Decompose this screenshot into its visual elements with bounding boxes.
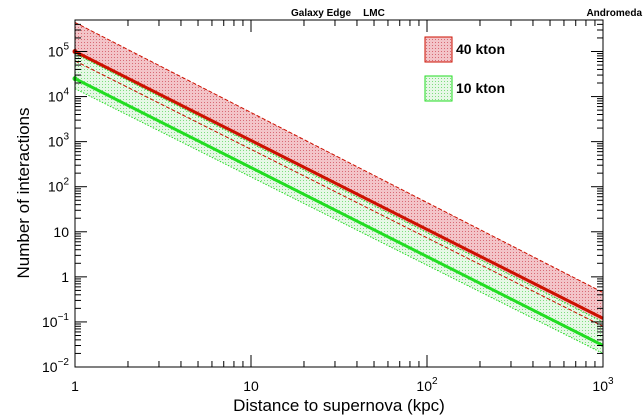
legend-label: 40 kton: [456, 41, 505, 57]
top-annotation-label: Andromeda: [586, 8, 642, 19]
band-40kton: [75, 22, 603, 327]
top-annotation-label: LMC: [363, 8, 385, 19]
legend: 40 kton 10 kton: [424, 36, 505, 102]
y-tick-label: 105: [48, 42, 70, 60]
x-tick-label: 1: [71, 378, 79, 394]
series-lines: [72, 22, 604, 354]
legend-swatch: [424, 75, 453, 102]
y-tick-label: 102: [48, 177, 70, 195]
top-annotation-label: Galaxy Edge: [291, 8, 351, 19]
y-tick-label: 10−2: [42, 357, 69, 375]
y-tick-label: 10: [53, 224, 69, 240]
y-tick-label: 10−1: [42, 312, 69, 330]
legend-swatch: [424, 36, 453, 63]
lower-bound-line-40kton: [74, 60, 604, 327]
x-tick-label: 102: [416, 376, 438, 394]
x-axis-label: Distance to supernova (kpc): [233, 396, 445, 415]
y-tick-label: 1: [61, 269, 69, 285]
y-axis-ticks: 10−2 10−1 1 10 102 103 104 105: [42, 19, 603, 375]
x-tick-label: 103: [592, 376, 614, 394]
top-annotations: Galaxy Edge LMC Andromeda: [291, 8, 642, 19]
y-tick-label: 103: [48, 132, 70, 150]
upper-bound-line-40kton: [74, 22, 604, 293]
legend-label: 10 kton: [456, 80, 505, 96]
central-line-40kton: [74, 50, 604, 320]
lower-bound-line-10kton: [74, 88, 604, 354]
y-tick-label: 104: [48, 87, 70, 105]
central-line-10kton: [74, 77, 604, 347]
x-tick-label: 10: [243, 378, 259, 394]
x-axis-ticks: 1 10 102 103: [71, 20, 614, 394]
band-10kton: [75, 53, 603, 354]
y-axis-label: Number of interactions: [14, 107, 33, 278]
